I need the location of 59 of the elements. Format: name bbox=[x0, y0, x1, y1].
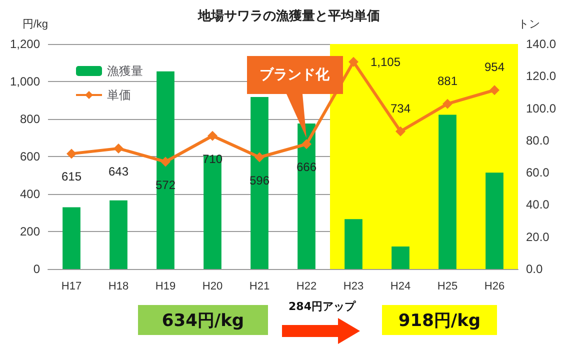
y2-tick-label: 40.0 bbox=[526, 198, 550, 212]
data-label: 881 bbox=[437, 74, 458, 88]
bar bbox=[438, 114, 456, 269]
x-tick-label: H25 bbox=[437, 280, 458, 292]
y-tick-label: 600 bbox=[20, 150, 40, 164]
bar bbox=[156, 71, 174, 269]
y-axis-title: 円/kg bbox=[22, 18, 48, 30]
y-tick-label: 0 bbox=[33, 262, 40, 276]
point bbox=[254, 152, 264, 162]
point bbox=[302, 139, 312, 150]
x-tick-label: H23 bbox=[343, 280, 364, 292]
y-tick-label: 1,000 bbox=[10, 74, 40, 88]
y-tick-label: 1,200 bbox=[10, 37, 40, 51]
legend-label: 単価 bbox=[107, 88, 131, 102]
y2-tick-label: 0.0 bbox=[526, 262, 544, 276]
y-tick-label: 800 bbox=[20, 112, 40, 126]
bar bbox=[204, 156, 222, 269]
data-label: 954 bbox=[484, 60, 505, 74]
point bbox=[66, 148, 76, 159]
data-label: 734 bbox=[390, 101, 411, 116]
bar bbox=[110, 200, 128, 269]
bar bbox=[62, 207, 80, 269]
y2-axis-title: トン bbox=[518, 18, 540, 30]
point bbox=[348, 56, 358, 67]
point bbox=[490, 85, 500, 96]
x-tick-label: H24 bbox=[390, 280, 411, 292]
y-tick-label: 400 bbox=[20, 187, 40, 201]
y2-tick-label: 120.0 bbox=[526, 69, 556, 84]
text: 918円/kg bbox=[382, 305, 497, 335]
x-tick-label: H26 bbox=[484, 280, 505, 292]
text: 284円アップ bbox=[288, 298, 357, 314]
bar bbox=[486, 172, 504, 269]
point bbox=[396, 126, 406, 136]
text: 634円/kg bbox=[138, 305, 268, 335]
y2-tick-label: 140.0 bbox=[526, 37, 556, 51]
data-label: 615 bbox=[61, 170, 82, 184]
point bbox=[114, 143, 124, 154]
annotation: ブランド化 bbox=[246, 56, 342, 94]
x-tick-label: H17 bbox=[61, 280, 82, 292]
bar bbox=[250, 97, 268, 269]
y2-tick-label: 80.0 bbox=[526, 133, 550, 148]
y2-tick-label: 100.0 bbox=[526, 101, 556, 116]
bar bbox=[392, 246, 410, 269]
data-label: 1,105 bbox=[370, 54, 401, 69]
y-tick-label: 200 bbox=[20, 224, 40, 238]
data-label: 643 bbox=[108, 164, 129, 178]
y2-tick-label: 20.0 bbox=[526, 230, 550, 244]
chart-title: 地場サワラの漁獲量と平均単価 bbox=[197, 8, 380, 23]
y2-tick-label: 60.0 bbox=[526, 166, 550, 180]
point bbox=[160, 156, 170, 167]
x-tick-label: H22 bbox=[296, 280, 317, 292]
bar bbox=[344, 219, 362, 269]
x-tick-label: H20 bbox=[202, 280, 223, 292]
legend-label: 漁獲量 bbox=[107, 64, 143, 78]
x-tick-label: H19 bbox=[155, 280, 176, 292]
point bbox=[208, 130, 218, 141]
x-tick-label: H21 bbox=[249, 280, 270, 292]
x-tick-label: H18 bbox=[108, 280, 129, 292]
point bbox=[442, 98, 452, 109]
